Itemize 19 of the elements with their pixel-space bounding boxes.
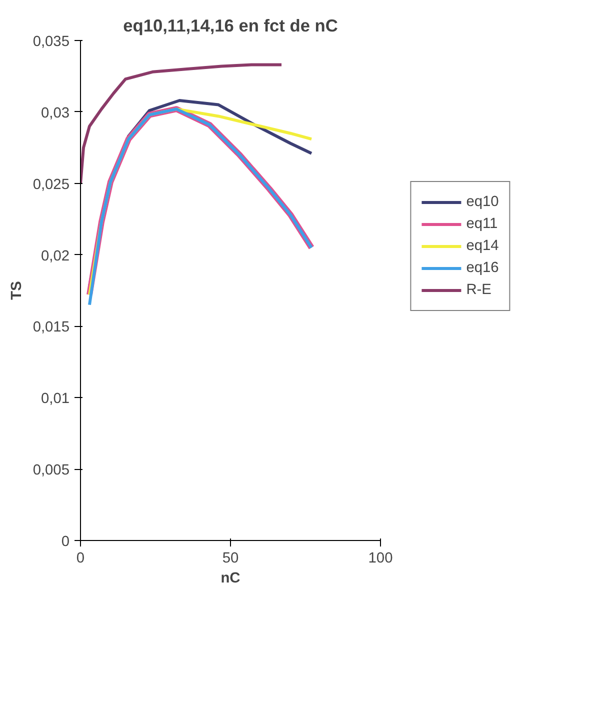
x-tick-label: 0 bbox=[76, 550, 85, 566]
x-tick-label: 100 bbox=[368, 550, 393, 566]
legend-label: R-E bbox=[466, 282, 492, 298]
legend-label: eq10 bbox=[466, 194, 499, 210]
y-tick-label: 0 bbox=[61, 534, 70, 550]
y-tick-label: 0,02 bbox=[40, 248, 70, 264]
x-axis-title: nC bbox=[220, 570, 241, 586]
x-tick-label: 50 bbox=[222, 550, 239, 566]
y-tick-label: 0,025 bbox=[32, 176, 70, 193]
y-tick-label: 0,035 bbox=[32, 34, 70, 50]
y-tick-label: 0,015 bbox=[32, 320, 70, 336]
chart-title: eq10,11,14,16 en fct de nC bbox=[123, 16, 338, 36]
y-tick-label: 0,005 bbox=[32, 462, 70, 479]
y-tick-label: 0,01 bbox=[40, 391, 70, 408]
legend-label: eq14 bbox=[466, 238, 499, 254]
y-axis-title: TS bbox=[8, 280, 25, 300]
y-tick-label: 0,03 bbox=[40, 105, 70, 122]
legend-label: eq11 bbox=[466, 216, 498, 232]
legend-label: eq16 bbox=[466, 260, 499, 276]
